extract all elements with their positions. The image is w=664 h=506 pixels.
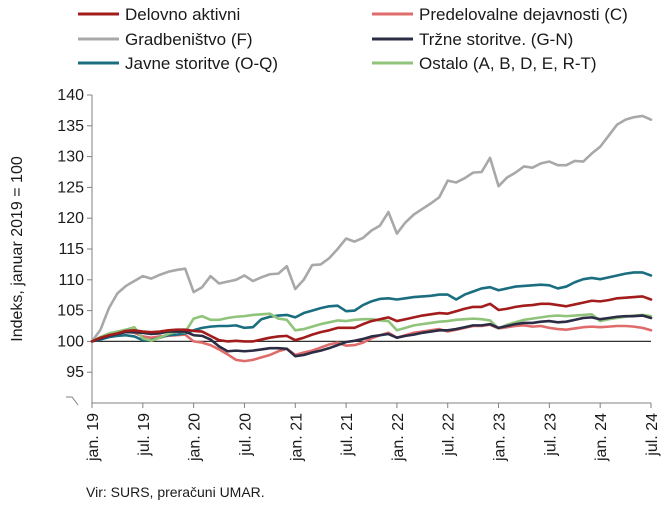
legend-label: Predelovalne dejavnosti (C): [419, 5, 628, 24]
legend-label: Gradbeništvo (F): [125, 30, 253, 49]
legend: Delovno aktivni Predelovalne dejavnosti (…: [78, 5, 628, 73]
x-tick-label: jul. 19: [136, 413, 153, 457]
x-tick-label: jan. 21: [288, 413, 305, 462]
y-tick-label: 135: [57, 118, 84, 135]
x-tick-label: jan. 24: [593, 413, 610, 462]
y-tick-label: 120: [57, 210, 84, 227]
x-tick-label: jan. 19: [85, 413, 102, 462]
series-line-3: [90, 314, 653, 358]
source-note: Vir: SURS, preračuni UMAR.: [86, 484, 265, 500]
y-tick-label: 95: [66, 364, 84, 381]
x-axis: jan. 19 jul. 19 jan. 20 jul. 20 jan. 21 jul. …: [85, 402, 661, 462]
y-axis: 95 100 105 110 115 120 125 130 135 140: [57, 87, 93, 406]
series-line-0: [90, 295, 653, 343]
series-line-2: [90, 114, 653, 343]
legend-item-5: Ostalo (A, B, D, E, R-T): [372, 54, 597, 73]
y-tick-label: 130: [57, 149, 84, 166]
legend-label: Javne storitve (O-Q): [125, 54, 278, 73]
y-tick-label: 105: [57, 303, 84, 320]
x-tick-label: jul. 22: [441, 413, 458, 457]
y-tick-label: 125: [57, 179, 84, 196]
y-axis-title: Indeks, januar 2019 = 100: [9, 156, 26, 342]
x-tick-label: jan. 20: [187, 413, 204, 462]
legend-item-2: Gradbeništvo (F): [78, 30, 253, 49]
x-tick-label: jul. 21: [339, 413, 356, 457]
x-tick-label: jul. 24: [644, 413, 661, 457]
axis-break-mark: [66, 396, 79, 406]
legend-label: Tržne storitve. (G-N): [419, 30, 573, 49]
legend-label: Ostalo (A, B, D, E, R-T): [419, 54, 597, 73]
y-tick-label: 110: [58, 272, 84, 289]
y-tick-label: 100: [57, 333, 84, 350]
legend-item-4: Javne storitve (O-Q): [78, 54, 278, 73]
legend-item-1: Predelovalne dejavnosti (C): [372, 5, 628, 24]
plot-area: [90, 114, 653, 363]
x-tick-label: jan. 22: [390, 413, 407, 462]
x-tick-label: jan. 23: [492, 413, 509, 462]
y-tick-label: 140: [57, 87, 84, 104]
x-tick-label: jul. 20: [237, 413, 254, 457]
x-tick-label: jul. 23: [542, 413, 559, 457]
y-tick-label: 115: [58, 241, 84, 258]
legend-item-0: Delovno aktivni: [78, 5, 240, 24]
legend-item-3: Tržne storitve. (G-N): [372, 30, 573, 49]
legend-label: Delovno aktivni: [125, 5, 240, 24]
